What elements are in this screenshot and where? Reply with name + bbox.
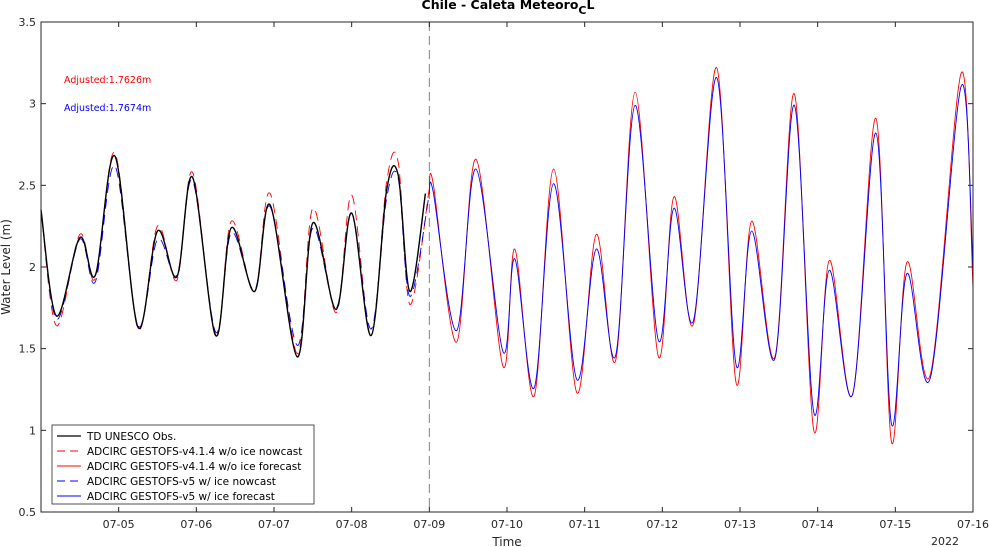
annotation-blue: Adjusted:1.7674m [64,103,151,114]
chart-title: Chile - Caleta MeteoroCL [422,0,595,17]
series-v5-forecast-line [428,77,974,427]
y-tick-label: 0.5 [19,506,37,519]
y-tick-label: 2.5 [19,179,37,192]
x-axis-year: 2022 [931,535,959,547]
legend-box [51,424,315,505]
legend-label: ADCIRC GESTOFS-v5 w/ ice forecast [87,491,275,503]
legend-item-v5-forecast: ADCIRC GESTOFS-v5 w/ ice forecast [57,491,275,503]
x-tick-label: 07-08 [336,518,368,531]
chart-title-tail: L [586,0,594,12]
x-tick-label: 07-05 [103,518,135,531]
x-tick-label: 07-13 [724,518,756,531]
x-tick-label: 07-10 [491,518,523,531]
legend-label: TD UNESCO Obs. [86,431,176,443]
y-tick-label: 1.5 [19,343,37,356]
legend: TD UNESCO Obs. ADCIRC GESTOFS-v4.1.4 w/o … [51,424,315,505]
legend-label: ADCIRC GESTOFS-v4.1.4 w/o ice forecast [87,461,301,473]
y-tick-label: 1 [29,424,36,437]
series-lines [40,67,974,445]
x-tick-label: 07-07 [258,518,290,531]
y-axis-ticks: 0.5 1 1.5 2 2.5 3 3.5 [19,16,973,519]
x-tick-label: 07-15 [879,518,911,531]
x-tick-label: 07-14 [802,518,834,531]
y-tick-label: 3.5 [19,16,37,29]
x-axis-ticks: 07-05 07-06 07-07 07-08 07-09 07-10 07-11 07-12… [103,22,989,531]
y-tick-label: 3 [29,98,36,111]
legend-label: ADCIRC GESTOFS-v4.1.4 w/o ice nowcast [87,446,302,458]
chart-title-main: Chile - Caleta Meteoro [422,0,579,12]
x-axis-label: Time [491,535,521,547]
series-obs-line [40,155,427,358]
x-tick-label: 07-11 [569,518,601,531]
annotation-red: Adjusted:1.7626m [64,75,151,86]
y-tick-label: 2 [29,261,36,274]
x-tick-label: 07-09 [413,518,445,531]
legend-item-v414-nowcast: ADCIRC GESTOFS-v4.1.4 w/o ice nowcast [57,446,302,458]
legend-item-obs: TD UNESCO Obs. [57,431,176,443]
legend-item-v5-nowcast: ADCIRC GESTOFS-v5 w/ ice nowcast [57,476,276,488]
x-tick-label: 07-16 [957,518,989,531]
legend-item-v414-forecast: ADCIRC GESTOFS-v4.1.4 w/o ice forecast [57,461,301,473]
x-tick-label: 07-12 [646,518,678,531]
chart-title-subscript: C [578,4,586,17]
y-axis-label: Water Level (m) [0,219,13,315]
legend-label: ADCIRC GESTOFS-v5 w/ ice nowcast [87,476,276,488]
x-tick-label: 07-06 [180,518,212,531]
